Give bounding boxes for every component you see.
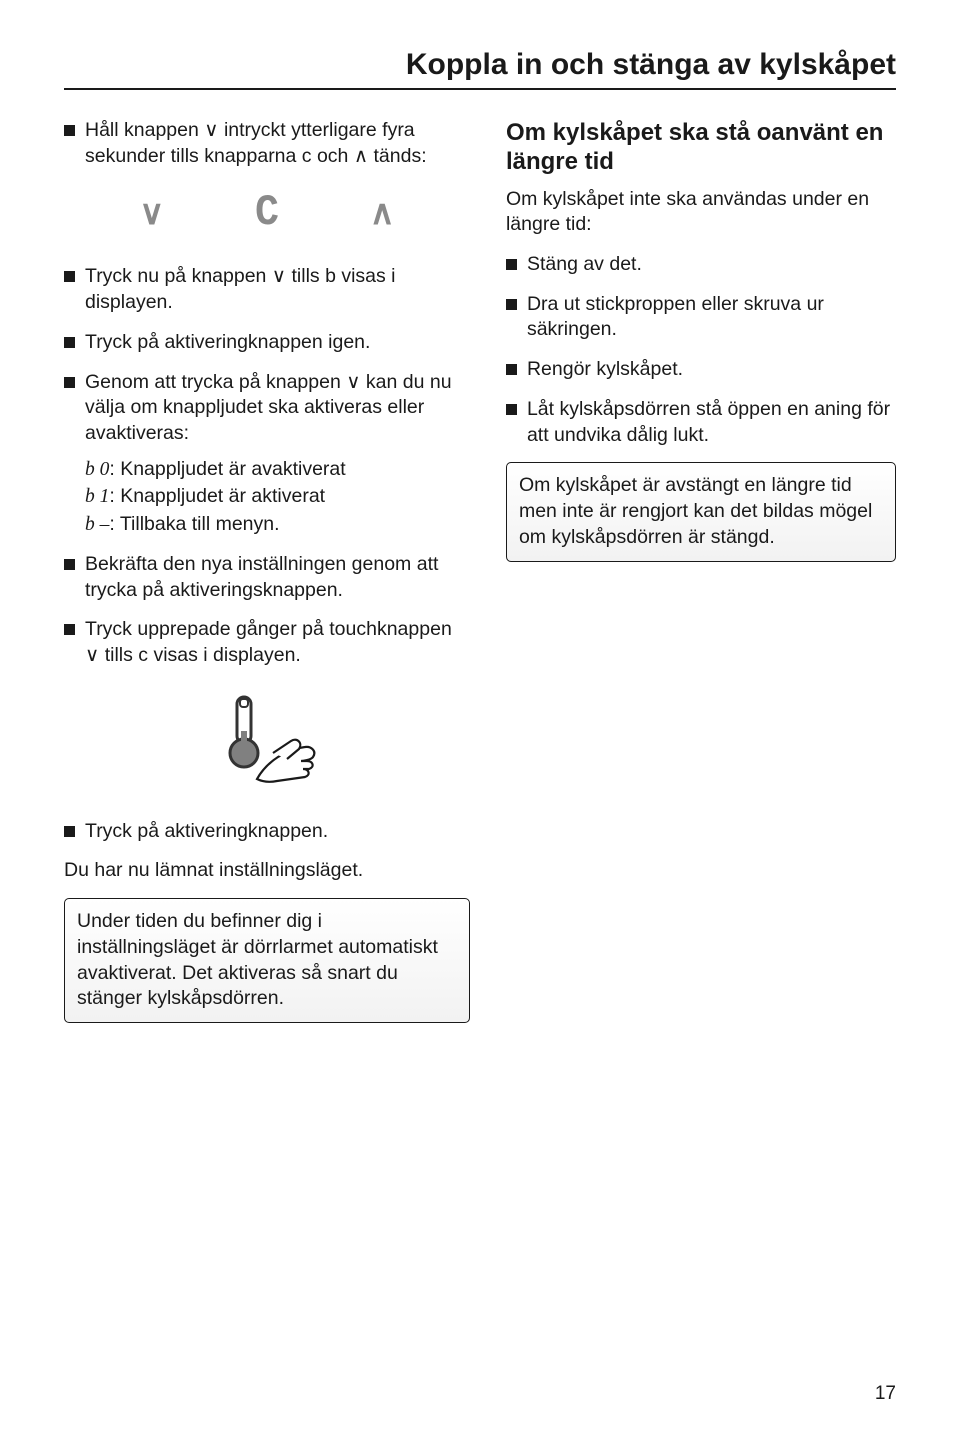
step-press-activation-2: Tryck på aktiveringknappen. bbox=[64, 819, 470, 845]
option-b0: b 0: Knappljudet är avaktiverat bbox=[85, 457, 470, 483]
step-leave-door-open: Låt kylskåpsdörren stå öppen en aning fö… bbox=[506, 397, 896, 448]
step-text: Tryck nu på knappen ∨ tills b visas i di… bbox=[85, 264, 470, 315]
bullet-icon bbox=[64, 125, 75, 136]
step-press-until-b: Tryck nu på knappen ∨ tills b visas i di… bbox=[64, 264, 470, 315]
step-press-activation: Tryck på aktiveringknappen igen. bbox=[64, 330, 470, 356]
bullet-icon bbox=[64, 271, 75, 282]
step-text: Tryck på aktiveringknappen igen. bbox=[85, 330, 470, 356]
left-column: Håll knappen ∨ intryckt ytterligare fyra… bbox=[64, 118, 470, 1037]
bullet-icon bbox=[506, 404, 517, 415]
step-clean: Rengör kylskåpet. bbox=[506, 357, 896, 383]
exit-settings-text: Du har nu lämnat inställningsläget. bbox=[64, 858, 470, 884]
up-chevron-icon: ∧ bbox=[370, 191, 395, 236]
step-text: Dra ut stickproppen eller skruva ur säkr… bbox=[527, 292, 896, 343]
step-text: Tryck upprepade gånger på touchknappen ∨… bbox=[85, 617, 470, 668]
bullet-icon bbox=[64, 826, 75, 837]
bullet-icon bbox=[506, 259, 517, 270]
intro-paragraph: Om kylskåpet inte ska användas under en … bbox=[506, 187, 896, 238]
c-symbol-icon: C bbox=[255, 196, 279, 231]
down-chevron-icon: ∨ bbox=[139, 191, 164, 236]
step-text: Rengör kylskåpet. bbox=[527, 357, 896, 383]
step-text: Genom att trycka på knappen ∨ kan du nu … bbox=[85, 370, 470, 447]
step-hold-button: Håll knappen ∨ intryckt ytterligare fyra… bbox=[64, 118, 470, 169]
step-confirm: Bekräfta den nya inställningen genom att… bbox=[64, 552, 470, 603]
bullet-icon bbox=[64, 377, 75, 388]
bullet-icon bbox=[506, 364, 517, 375]
step-press-repeatedly: Tryck upprepade gånger på touchknappen ∨… bbox=[64, 617, 470, 668]
display-symbols-row: ∨ C ∧ bbox=[64, 191, 470, 236]
bullet-icon bbox=[64, 624, 75, 635]
section-heading-unused: Om kylskåpet ska stå oanvänt en längre t… bbox=[506, 118, 896, 177]
sound-options: b 0: Knappljudet är avaktiverat b 1: Kna… bbox=[64, 457, 470, 538]
bullet-icon bbox=[506, 299, 517, 310]
door-alarm-note: Under tiden du befinner dig i inställnin… bbox=[64, 898, 470, 1023]
right-column: Om kylskåpet ska stå oanvänt en längre t… bbox=[506, 118, 896, 1037]
step-text: Bekräfta den nya inställningen genom att… bbox=[85, 552, 470, 603]
bullet-icon bbox=[64, 559, 75, 570]
step-turn-off: Stäng av det. bbox=[506, 252, 896, 278]
option-b-back: b –: Tillbaka till menyn. bbox=[85, 512, 470, 538]
step-choose-sound: Genom att trycka på knappen ∨ kan du nu … bbox=[64, 370, 470, 447]
step-unplug: Dra ut stickproppen eller skruva ur säkr… bbox=[506, 292, 896, 343]
page-number: 17 bbox=[875, 1383, 896, 1405]
step-text: Håll knappen ∨ intryckt ytterligare fyra… bbox=[85, 118, 470, 169]
step-text: Tryck på aktiveringknappen. bbox=[85, 819, 470, 845]
two-column-layout: Håll knappen ∨ intryckt ytterligare fyra… bbox=[64, 118, 896, 1037]
step-text: Låt kylskåpsdörren stå öppen en aning fö… bbox=[527, 397, 896, 448]
mold-warning-note: Om kylskåpet är avstängt en längre tid m… bbox=[506, 462, 896, 561]
touch-thermometer-figure bbox=[64, 691, 470, 795]
bullet-icon bbox=[64, 337, 75, 348]
step-text: Stäng av det. bbox=[527, 252, 896, 278]
option-b1: b 1: Knappljudet är aktiverat bbox=[85, 484, 470, 510]
page-title: Koppla in och stänga av kylskåpet bbox=[64, 48, 896, 90]
